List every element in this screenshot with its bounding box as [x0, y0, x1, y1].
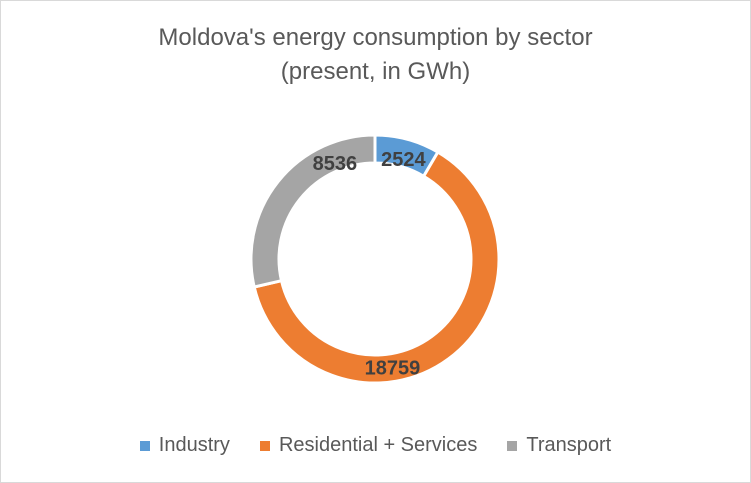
data-label-transport: 8536: [313, 153, 358, 175]
legend-swatch-residential-services: [259, 440, 270, 451]
data-label-industry: 2524: [381, 149, 426, 171]
data-label-residential-services: 18759: [365, 358, 421, 380]
legend-item-residential-services: Residential + Services: [259, 434, 478, 457]
slice-transport: [249, 133, 377, 289]
legend-item-transport: Transport: [507, 434, 611, 457]
slice-residential-services: [252, 150, 501, 385]
slices-group: [249, 133, 501, 385]
labels-group: 2524 18759 8536: [313, 149, 427, 380]
legend-item-industry: Industry: [139, 434, 230, 457]
legend-label-industry: Industry: [158, 434, 230, 456]
legend-swatch-industry: [139, 440, 150, 451]
legend-swatch-transport: [507, 440, 518, 451]
legend-label-residential-services: Residential + Services: [278, 434, 478, 456]
legend: Industry Residential + Services Transpor…: [0, 434, 751, 457]
chart-title: Moldova's energy consumption by sector: [158, 24, 593, 51]
legend-label-transport: Transport: [526, 434, 612, 456]
chart-subtitle: (present, in GWh): [280, 58, 471, 85]
